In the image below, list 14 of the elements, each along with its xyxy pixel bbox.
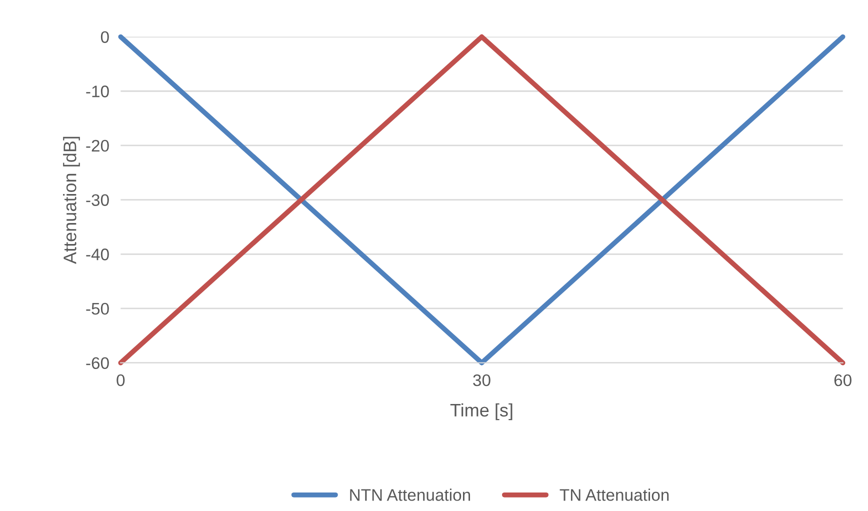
y-tick-label: -20	[86, 140, 109, 152]
y-tick-label: -30	[86, 194, 109, 206]
x-tick-label: 0	[116, 374, 125, 386]
y-tick-label: 0	[100, 31, 109, 43]
x-axis-title: Time [s]	[450, 403, 512, 420]
y-tick-label: -50	[86, 302, 109, 315]
y-tick-label: -40	[86, 248, 109, 260]
legend-label: NTN Attenuation	[350, 488, 470, 501]
x-tick-label: 30	[473, 374, 490, 386]
legend-label: TN Attenuation	[560, 488, 669, 501]
y-tick-label: -60	[86, 357, 109, 370]
y-axis-title: Attenuation [dB]	[63, 136, 80, 264]
x-tick-label: 60	[834, 374, 852, 386]
y-tick-label: -10	[86, 86, 109, 98]
